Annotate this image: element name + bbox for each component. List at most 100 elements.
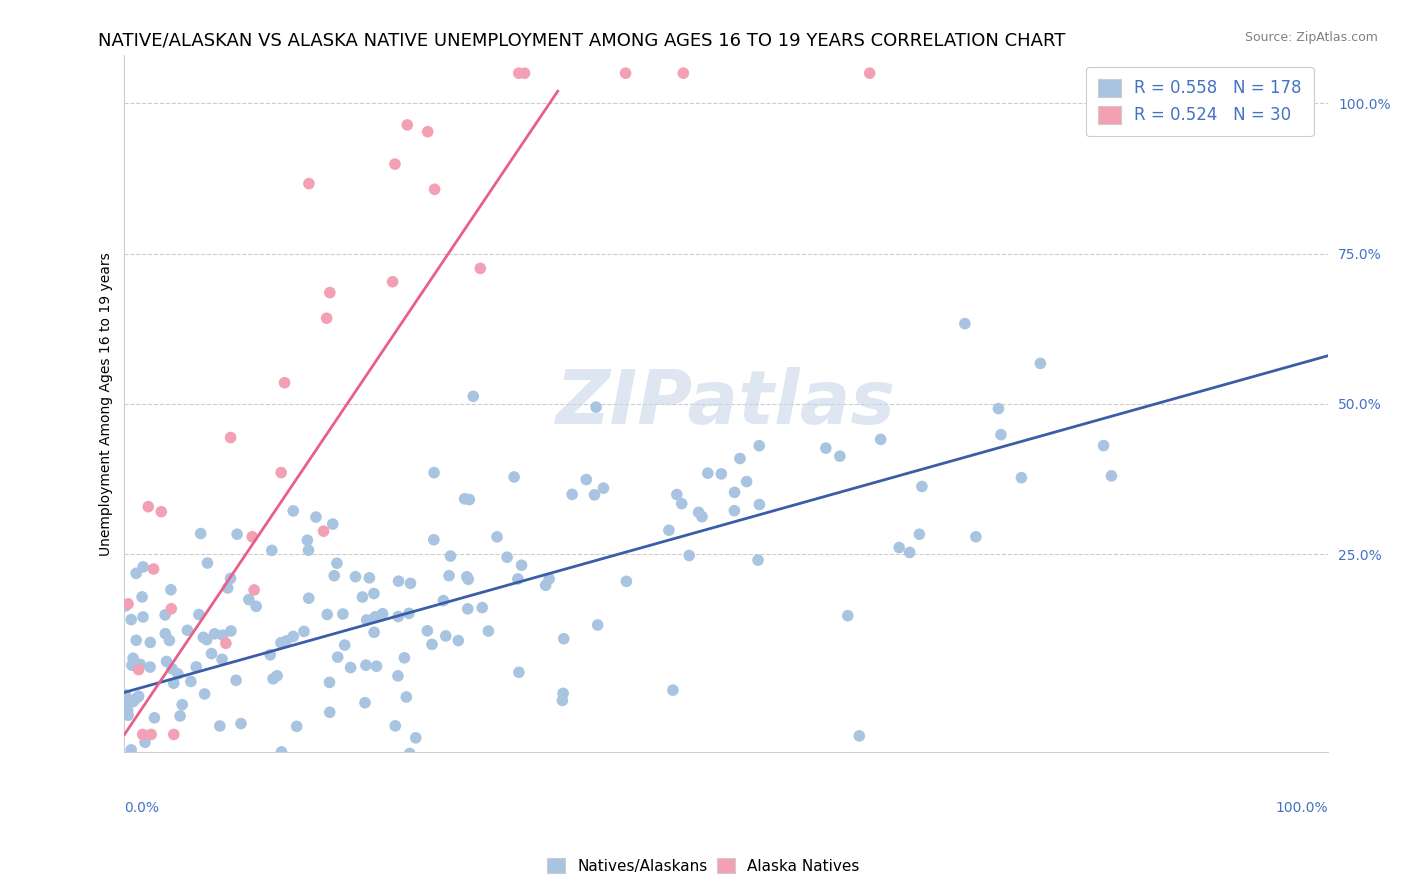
Point [508, 66, 530, 80]
Point [453, 491, 475, 506]
Point [169, 709, 191, 723]
Point [132, 610, 155, 624]
Point [117, 597, 139, 611]
Point [344, 570, 367, 584]
Point [470, 261, 492, 276]
Point [229, 716, 252, 731]
Point [339, 660, 361, 674]
Point [735, 475, 758, 489]
Point [131, 727, 153, 741]
Point [186, 857, 208, 871]
Point [122, 651, 145, 665]
Point [384, 157, 406, 171]
Point [254, 756, 277, 771]
Point [538, 572, 561, 586]
Point [381, 275, 404, 289]
Point [215, 636, 238, 650]
Point [297, 533, 319, 548]
Point [510, 558, 533, 573]
Point [125, 691, 148, 706]
Point [270, 745, 292, 759]
Point [152, 772, 174, 787]
Point [828, 449, 851, 463]
Point [238, 592, 260, 607]
Point [471, 600, 494, 615]
Point [506, 572, 529, 586]
Point [728, 451, 751, 466]
Point [553, 686, 575, 700]
Point [117, 703, 139, 717]
Point [420, 637, 443, 651]
Point [180, 674, 202, 689]
Text: NATIVE/ALASKAN VS ALASKA NATIVE UNEMPLOYMENT AMONG AGES 16 TO 19 YEARS CORRELATI: NATIVE/ALASKAN VS ALASKA NATIVE UNEMPLOY… [98, 31, 1066, 49]
Point [131, 590, 153, 604]
Point [437, 568, 460, 582]
Point [155, 655, 177, 669]
Point [583, 488, 606, 502]
Point [420, 849, 443, 863]
Text: 0.0%: 0.0% [125, 801, 159, 815]
Point [837, 608, 859, 623]
Point [457, 572, 479, 586]
Point [747, 553, 769, 567]
Point [193, 630, 215, 644]
Point [848, 729, 870, 743]
Point [262, 672, 284, 686]
Point [387, 609, 409, 624]
Point [155, 626, 177, 640]
Point [352, 590, 374, 604]
Point [723, 503, 745, 517]
Point [789, 758, 811, 772]
Point [688, 505, 710, 519]
Point [911, 479, 934, 493]
Point [439, 549, 461, 563]
Point [551, 693, 574, 707]
Point [690, 509, 713, 524]
Point [423, 182, 446, 196]
Point [134, 735, 156, 749]
Point [354, 658, 377, 673]
Point [276, 634, 298, 648]
Point [270, 466, 292, 480]
Point [953, 317, 976, 331]
Point [748, 498, 770, 512]
Point [163, 727, 186, 741]
Point [166, 666, 188, 681]
Point [990, 427, 1012, 442]
Point [364, 610, 387, 624]
Point [423, 533, 446, 547]
Point [260, 543, 283, 558]
Point [219, 571, 242, 585]
Legend: R = 0.558   N = 178, R = 0.524   N = 30: R = 0.558 N = 178, R = 0.524 N = 30 [1085, 67, 1313, 136]
Point [150, 505, 173, 519]
Point [356, 613, 378, 627]
Point [447, 633, 470, 648]
Point [496, 550, 519, 565]
Y-axis label: Unemployment Among Ages 16 to 19 years: Unemployment Among Ages 16 to 19 years [100, 252, 114, 556]
Point [1010, 471, 1032, 485]
Point [614, 66, 637, 80]
Point [1099, 468, 1122, 483]
Point [553, 632, 575, 646]
Point [432, 593, 454, 607]
Point [219, 431, 242, 445]
Point [270, 636, 292, 650]
Point [416, 624, 439, 638]
Point [132, 560, 155, 574]
Point [503, 470, 526, 484]
Point [696, 466, 718, 480]
Point [1092, 439, 1115, 453]
Point [671, 497, 693, 511]
Point [298, 177, 321, 191]
Point [128, 690, 150, 704]
Point [395, 690, 418, 704]
Point [723, 485, 745, 500]
Point [326, 650, 349, 665]
Point [889, 541, 911, 555]
Point [485, 530, 508, 544]
Point [387, 669, 409, 683]
Point [211, 628, 233, 642]
Point [211, 652, 233, 666]
Legend: Natives/Alaskans, Alaska Natives: Natives/Alaskans, Alaska Natives [540, 852, 866, 880]
Point [200, 647, 222, 661]
